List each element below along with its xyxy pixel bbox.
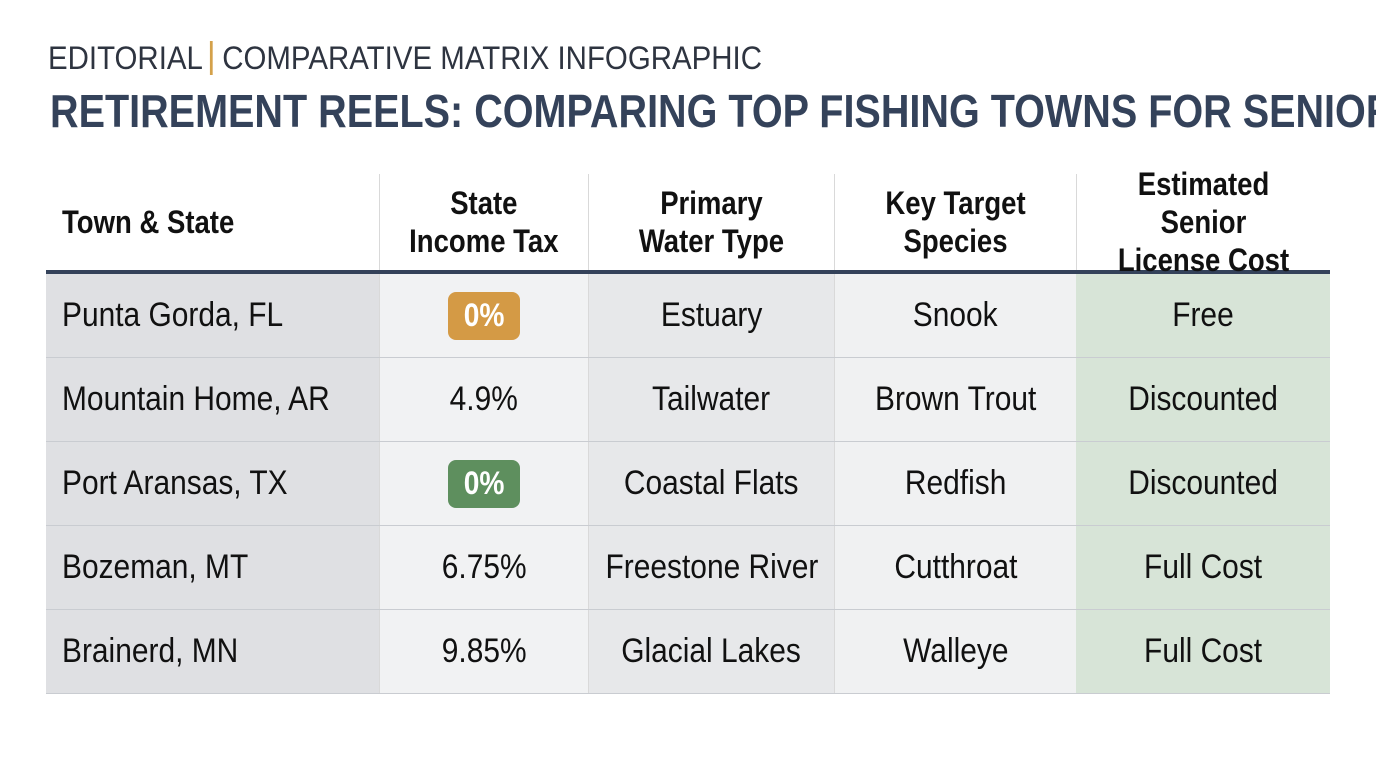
species-cell: Snook [834,274,1076,357]
header-species: Key Target Species [834,174,1076,270]
town-cell: Punta Gorda, FL [46,274,379,357]
water-type-cell: Coastal Flats [588,442,834,525]
town-cell: Bozeman, MT [46,526,379,609]
license-cost-cell: Discounted [1076,442,1330,525]
license-cost-cell: Discounted [1076,358,1330,441]
page-title: RETIREMENT REELS: COMPARING TOP FISHING … [50,85,1376,137]
tax-badge: 0% [448,291,520,340]
species-cell: Walleye [834,610,1076,693]
income-tax-cell: 0% [379,442,588,525]
header-water-type: Primary Water Type [588,174,834,270]
species-cell: Cutthroat [834,526,1076,609]
income-tax-cell: 9.85% [379,610,588,693]
town-cell: Brainerd, MN [46,610,379,693]
license-cost-cell: Full Cost [1076,610,1330,693]
table-row: Port Aransas, TX 0% Coastal Flats Redfis… [46,442,1330,526]
water-type-cell: Glacial Lakes [588,610,834,693]
kicker-left: EDITORIAL [48,40,203,76]
table-row: Mountain Home, AR 4.9% Tailwater Brown T… [46,358,1330,442]
income-tax-cell: 4.9% [379,358,588,441]
town-cell: Mountain Home, AR [46,358,379,441]
kicker-separator [210,41,213,75]
table-header-row: Town & State State Income Tax Primary Wa… [46,166,1330,278]
town-cell: Port Aransas, TX [46,442,379,525]
license-cost-cell: Full Cost [1076,526,1330,609]
tax-badge: 0% [448,459,520,508]
table-row: Punta Gorda, FL 0% Estuary Snook Free [46,274,1330,358]
water-type-cell: Estuary [588,274,834,357]
species-cell: Brown Trout [834,358,1076,441]
income-tax-cell: 6.75% [379,526,588,609]
species-cell: Redfish [834,442,1076,525]
table-row: Bozeman, MT 6.75% Freestone River Cutthr… [46,526,1330,610]
kicker-right: COMPARATIVE MATRIX INFOGRAPHIC [222,40,762,76]
header-license-cost: Estimated Senior License Cost [1076,166,1330,278]
table-row: Brainerd, MN 9.85% Glacial Lakes Walleye… [46,610,1330,694]
water-type-cell: Tailwater [588,358,834,441]
kicker: EDITORIAL COMPARATIVE MATRIX INFOGRAPHIC [48,40,762,77]
income-tax-cell: 0% [379,274,588,357]
header-town: Town & State [62,204,235,240]
header-income-tax: State Income Tax [379,174,588,270]
comparison-table: Town & State State Income Tax Primary Wa… [46,166,1330,694]
water-type-cell: Freestone River [588,526,834,609]
license-cost-cell: Free [1076,274,1330,357]
